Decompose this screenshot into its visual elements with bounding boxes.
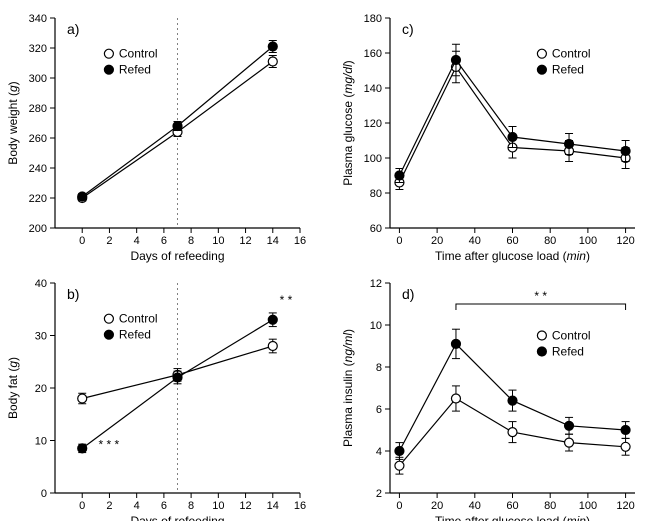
svg-text:Control: Control (552, 47, 591, 61)
svg-text:160: 160 (364, 48, 382, 60)
svg-text:* * *: * * * (99, 437, 120, 451)
svg-text:0: 0 (79, 500, 85, 512)
svg-text:8: 8 (188, 235, 194, 247)
svg-text:4: 4 (134, 500, 140, 512)
svg-text:240: 240 (29, 163, 47, 175)
svg-text:80: 80 (544, 500, 556, 512)
panel-c: 60 80 100 120 140 160 180 0 20 40 60 80 100 120 Time a… (341, 13, 635, 263)
svg-text:2: 2 (376, 488, 382, 500)
svg-text:0: 0 (396, 235, 402, 247)
svg-text:Control: Control (119, 47, 158, 61)
svg-text:40: 40 (469, 235, 481, 247)
svg-text:Refed: Refed (552, 345, 584, 359)
svg-text:2: 2 (106, 235, 112, 247)
svg-text:60: 60 (506, 500, 518, 512)
svg-text:Plasma glucose (mg/dl): Plasma glucose (mg/dl) (341, 60, 355, 185)
svg-text:Days of refeeding: Days of refeeding (130, 514, 224, 521)
svg-text:180: 180 (364, 13, 382, 25)
panel-a: 200 220 240 260 280 300 320 340 0 2 4 6 8 10 12 14 16 Day… (6, 13, 306, 263)
svg-text:* *: * * (534, 289, 547, 303)
svg-text:10: 10 (212, 500, 224, 512)
svg-text:60: 60 (506, 235, 518, 247)
svg-text:14: 14 (267, 235, 279, 247)
svg-text:20: 20 (431, 235, 443, 247)
svg-text:a): a) (67, 21, 79, 37)
svg-text:Days of refeeding: Days of refeeding (130, 249, 224, 263)
svg-text:Time after glucose load (min): Time after glucose load (min) (435, 514, 590, 521)
svg-text:2: 2 (106, 500, 112, 512)
svg-text:* *: * * (280, 293, 293, 307)
svg-text:80: 80 (370, 188, 382, 200)
svg-text:b): b) (67, 286, 79, 302)
svg-text:Plasma insulin (ng/ml): Plasma insulin (ng/ml) (341, 329, 355, 447)
svg-text:12: 12 (239, 235, 251, 247)
svg-text:300: 300 (29, 73, 47, 85)
svg-text:20: 20 (35, 383, 47, 395)
svg-text:Control: Control (552, 329, 591, 343)
svg-text:Time after glucose load (min): Time after glucose load (min) (435, 249, 590, 263)
svg-text:320: 320 (29, 43, 47, 55)
svg-text:200: 200 (29, 223, 47, 235)
svg-text:6: 6 (161, 235, 167, 247)
svg-text:340: 340 (29, 13, 47, 25)
svg-text:d): d) (402, 286, 414, 302)
svg-text:Body weight (g): Body weight (g) (6, 81, 20, 164)
svg-text:40: 40 (469, 500, 481, 512)
svg-text:100: 100 (364, 153, 382, 165)
svg-text:60: 60 (370, 223, 382, 235)
svg-text:0: 0 (79, 235, 85, 247)
svg-text:Refed: Refed (552, 63, 584, 77)
svg-text:c): c) (402, 21, 414, 37)
svg-text:10: 10 (35, 436, 47, 448)
panel-d: 24681012020406080100120Time after glucos… (341, 278, 635, 521)
svg-text:280: 280 (29, 103, 47, 115)
svg-text:40: 40 (35, 278, 47, 290)
panel-b: 0 10 20 30 40 0 2 4 6 8 10 12 14 16 Days of refeeding B… (6, 278, 306, 521)
svg-text:16: 16 (294, 235, 306, 247)
svg-text:12: 12 (370, 278, 382, 290)
svg-text:Control: Control (119, 312, 158, 326)
svg-text:8: 8 (376, 362, 382, 374)
svg-text:Refed: Refed (119, 63, 151, 77)
svg-text:4: 4 (376, 446, 382, 458)
svg-text:10: 10 (212, 235, 224, 247)
svg-text:20: 20 (431, 500, 443, 512)
svg-text:0: 0 (396, 500, 402, 512)
svg-text:10: 10 (370, 320, 382, 332)
figure-svg: 2002202402602803003203400246810121416Day… (0, 0, 664, 521)
svg-text:14: 14 (267, 500, 279, 512)
svg-text:6: 6 (161, 500, 167, 512)
svg-text:260: 260 (29, 133, 47, 145)
svg-text:120: 120 (364, 118, 382, 130)
svg-text:120: 120 (616, 235, 634, 247)
svg-text:Body fat (g): Body fat (g) (6, 357, 20, 419)
svg-text:8: 8 (188, 500, 194, 512)
svg-text:80: 80 (544, 235, 556, 247)
svg-text:16: 16 (294, 500, 306, 512)
svg-text:100: 100 (579, 235, 597, 247)
svg-text:220: 220 (29, 193, 47, 205)
svg-text:6: 6 (376, 404, 382, 416)
svg-text:30: 30 (35, 331, 47, 343)
svg-text:120: 120 (616, 500, 634, 512)
svg-text:100: 100 (579, 500, 597, 512)
svg-text:4: 4 (134, 235, 140, 247)
svg-text:0: 0 (41, 488, 47, 500)
svg-text:140: 140 (364, 83, 382, 95)
svg-text:12: 12 (239, 500, 251, 512)
svg-text:Refed: Refed (119, 328, 151, 342)
